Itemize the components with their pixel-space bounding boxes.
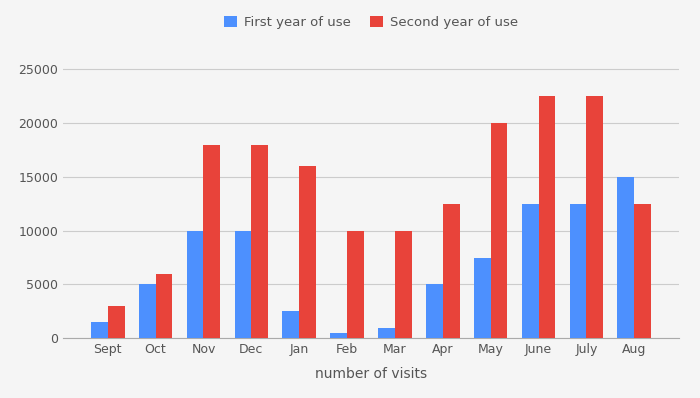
Bar (155, 274, 172, 338)
Bar (251, 144, 268, 338)
Bar (204, 144, 220, 338)
Bar (426, 285, 443, 338)
Bar (617, 177, 634, 338)
Bar (108, 306, 125, 338)
Bar (187, 231, 204, 338)
Bar (347, 231, 364, 338)
Legend: First year of use, Second year of use: First year of use, Second year of use (218, 11, 524, 34)
Bar (330, 333, 347, 338)
Bar (474, 258, 491, 338)
Bar (378, 328, 395, 338)
Bar (395, 231, 412, 338)
Bar (299, 166, 316, 338)
Bar (522, 204, 538, 338)
Bar (587, 96, 603, 338)
Bar (139, 285, 155, 338)
Bar (491, 123, 508, 338)
Bar (283, 311, 299, 338)
Bar (538, 96, 555, 338)
Bar (234, 231, 251, 338)
Bar (570, 204, 587, 338)
Bar (91, 322, 108, 338)
Bar (443, 204, 459, 338)
Bar (634, 204, 651, 338)
X-axis label: number of visits: number of visits (315, 367, 427, 381)
